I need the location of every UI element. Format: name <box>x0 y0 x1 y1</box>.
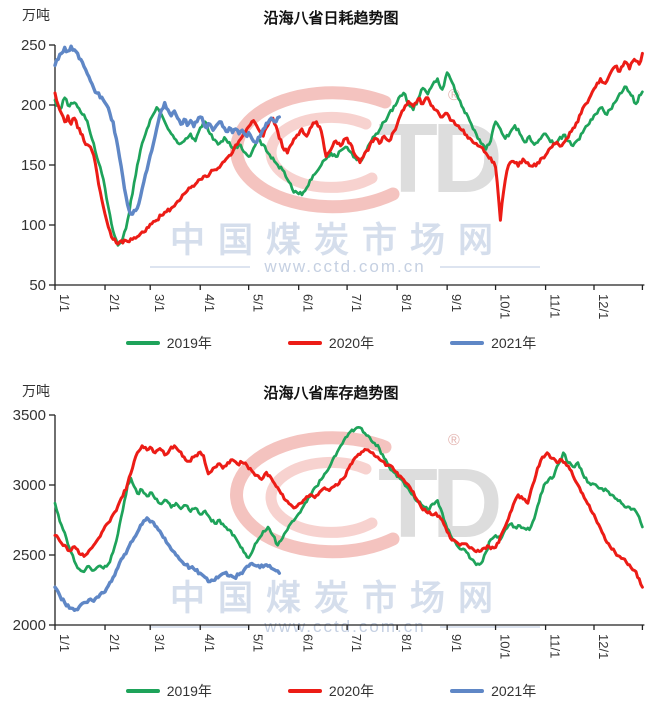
axes: 50 100 150 200 250 1/1 2/1 3/1 4/1 5/1 6/1 7/1 8/1 9/… <box>21 37 645 319</box>
series-line-2021年 <box>53 44 281 216</box>
x-tick-label: 3/1 <box>152 634 167 652</box>
legend-item-2020: 2020年 <box>287 333 375 353</box>
x-tick-label: 1/1 <box>57 294 72 312</box>
axes: 2000 2500 3000 3500 1/1 2/1 3/1 4/1 5/1 6/1 7/1 8/1… <box>13 407 645 659</box>
legend-item-2020: 2020年 <box>287 681 375 701</box>
legend-swatch-2020 <box>287 341 322 345</box>
svg-text:TD: TD <box>378 448 499 558</box>
y-tick-label: 3000 <box>13 477 46 494</box>
y-axis-unit-label: 万吨 <box>22 7 50 23</box>
legend-item-2019: 2019年 <box>125 333 212 353</box>
inventory-chart-block: 万吨 沿海八省库存趋势图 TD ® 中国煤炭市场网 www.cctd.com.cn 20… <box>0 365 662 706</box>
x-tick-label: 11/1 <box>548 634 563 658</box>
legend-item-2021: 2021年 <box>450 681 536 701</box>
svg-text:中国煤炭市场网: 中国煤炭市场网 <box>170 579 506 618</box>
svg-text:www.cctd.com.cn: www.cctd.com.cn <box>263 257 425 276</box>
series-line-2020年 <box>53 444 644 589</box>
y-tick-label: 2500 <box>13 547 46 564</box>
legend-swatch-2019 <box>125 341 160 345</box>
x-tick-label: 7/1 <box>349 634 364 652</box>
y-tick-label: 3500 <box>13 407 46 424</box>
legend-label-2019: 2019年 <box>166 683 212 699</box>
chart-title-inventory: 沿海八省库存趋势图 <box>263 385 399 402</box>
svg-text:®: ® <box>448 87 460 104</box>
x-tick-label: 2/1 <box>107 294 122 312</box>
daily-consumption-chart-block: 万吨 沿海八省日耗趋势图 TD ® 中国煤炭市场网 www.cctd.com.cn 50… <box>0 7 662 353</box>
x-tick-label: 10/1 <box>498 294 513 319</box>
legend-daily: 2019年 2020年 2021年 <box>0 333 662 353</box>
legend-item-2021: 2021年 <box>450 333 536 353</box>
x-tick-label: 2/1 <box>107 634 122 652</box>
x-tick-label: 12/1 <box>596 634 611 659</box>
x-tick-label: 10/1 <box>498 634 513 659</box>
x-tick-label: 4/1 <box>202 294 217 312</box>
y-tick-label: 200 <box>21 97 46 114</box>
series-line-2019年 <box>53 425 644 574</box>
x-tick-label: 8/1 <box>399 294 414 312</box>
y-tick-label: 50 <box>29 277 46 294</box>
svg-text:TD: TD <box>378 103 499 213</box>
legend-inventory: 2019年 2020年 2021年 <box>0 681 662 701</box>
x-tick-label: 4/1 <box>202 634 217 652</box>
x-tick-label: 9/1 <box>449 294 464 312</box>
y-tick-label: 2000 <box>13 617 46 634</box>
x-tick-label: 7/1 <box>349 294 364 312</box>
series-line-2021年 <box>53 516 281 612</box>
y-tick-label: 250 <box>21 37 46 54</box>
legend-label-2021: 2021年 <box>491 335 537 351</box>
legend-label-2020: 2020年 <box>328 335 375 351</box>
series-line-2019年 <box>53 71 644 247</box>
y-tick-label: 100 <box>21 217 46 234</box>
x-tick-label: 6/1 <box>301 294 316 312</box>
x-tick-label: 11/1 <box>548 294 563 318</box>
x-tick-label: 1/1 <box>57 634 72 652</box>
svg-text:®: ® <box>448 432 460 449</box>
x-tick-label: 8/1 <box>399 634 414 652</box>
x-tick-label: 9/1 <box>449 634 464 652</box>
x-tick-label: 3/1 <box>152 294 167 312</box>
series-line-2020年 <box>53 51 644 246</box>
x-tick-label: 5/1 <box>251 294 266 312</box>
svg-text:www.cctd.com.cn: www.cctd.com.cn <box>263 617 425 636</box>
x-tick-label: 5/1 <box>251 634 266 652</box>
legend-label-2019: 2019年 <box>166 335 212 351</box>
legend-swatch-2021 <box>450 341 485 345</box>
x-tick-label: 12/1 <box>596 294 611 319</box>
y-tick-label: 150 <box>21 157 46 174</box>
legend-swatch-2021 <box>450 689 485 693</box>
y-axis-unit-label: 万吨 <box>22 383 50 399</box>
legend-label-2021: 2021年 <box>491 683 537 699</box>
legend-item-2019: 2019年 <box>125 681 212 701</box>
svg-text:中国煤炭市场网: 中国煤炭市场网 <box>170 221 506 260</box>
legend-label-2020: 2020年 <box>328 683 375 699</box>
chart-title-daily-consumption: 沿海八省日耗趋势图 <box>263 10 399 27</box>
legend-swatch-2020 <box>287 689 322 693</box>
legend-swatch-2019 <box>125 689 160 693</box>
x-tick-label: 6/1 <box>301 634 316 652</box>
